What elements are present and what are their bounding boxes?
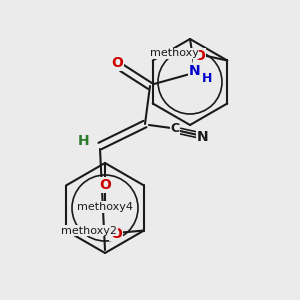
Text: methoxy2: methoxy2 (61, 226, 117, 236)
Text: methoxy4: methoxy4 (77, 202, 133, 212)
Text: O: O (111, 56, 123, 70)
Text: N: N (197, 130, 209, 144)
Text: O: O (99, 178, 111, 192)
Text: N: N (189, 64, 201, 78)
Text: methoxy: methoxy (150, 49, 199, 58)
Text: H: H (202, 73, 212, 85)
Text: H: H (78, 134, 90, 148)
Text: O: O (110, 226, 122, 241)
Text: O: O (193, 49, 205, 62)
Text: C: C (170, 122, 180, 136)
